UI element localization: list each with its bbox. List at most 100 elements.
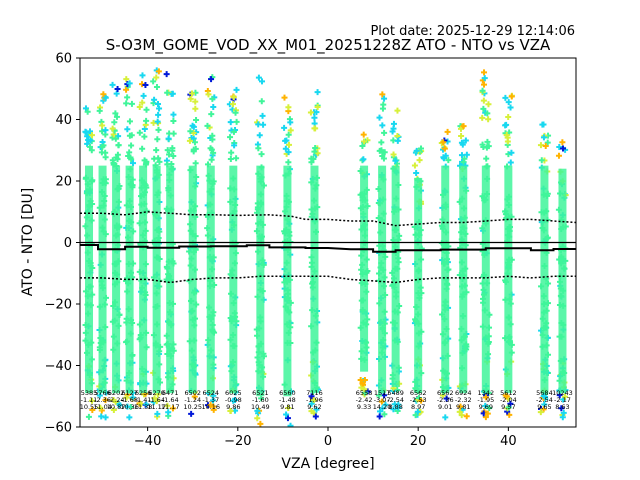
data-point <box>128 100 135 107</box>
dense-core <box>98 165 107 394</box>
axes: −40 −20 0 20 40 −60 −40 −20 0 20 40 60 <box>45 52 517 450</box>
data-point <box>287 119 294 126</box>
data-point <box>170 130 177 137</box>
data-point <box>258 151 265 158</box>
bin-annotation: 10.87 <box>107 403 126 411</box>
bin-annotation: 6127 <box>121 389 138 397</box>
data-point <box>153 84 160 91</box>
dense-core <box>481 165 490 394</box>
bin-annotation: 9.33 <box>357 403 371 411</box>
data-point <box>143 117 150 124</box>
x-tick-label: −40 <box>134 434 161 449</box>
data-point <box>361 377 368 384</box>
dense-core <box>229 165 238 394</box>
bin-annotation: 1517 <box>374 389 391 397</box>
data-point <box>232 396 239 403</box>
data-point <box>165 409 172 416</box>
data-point <box>480 105 487 112</box>
data-point <box>379 122 386 129</box>
dense-core <box>360 165 369 372</box>
data-point <box>503 393 510 400</box>
data-point <box>96 107 103 114</box>
data-point <box>129 394 136 401</box>
data-point <box>110 406 117 413</box>
data-point <box>379 405 386 412</box>
y-tick-label: −60 <box>45 421 72 436</box>
data-point <box>285 141 292 148</box>
bin-annotation: -1.95 <box>477 396 494 404</box>
data-point <box>311 114 318 121</box>
y-tick-label: 60 <box>55 52 72 67</box>
dense-core <box>391 165 400 388</box>
data-point <box>359 380 366 387</box>
data-point <box>190 146 197 153</box>
data-point <box>156 105 163 112</box>
data-point <box>440 139 447 146</box>
dense-core <box>504 165 513 394</box>
data-point <box>85 413 92 420</box>
bin-annotation: 6270 <box>148 389 165 397</box>
data-point <box>210 406 217 413</box>
data-point <box>109 125 116 132</box>
bin-annotation: 10.16 <box>201 403 220 411</box>
bin-annotation: 14.20 <box>373 403 392 411</box>
data-point <box>210 392 217 399</box>
data-point <box>142 81 149 88</box>
data-point <box>505 151 512 158</box>
data-point <box>416 157 423 164</box>
scatter-column <box>253 74 267 427</box>
data-point <box>99 143 106 150</box>
dense-core <box>283 165 292 397</box>
bin-annotation: -2.36 <box>94 396 111 404</box>
data-point <box>444 128 451 135</box>
data-point <box>209 136 216 143</box>
data-point <box>411 162 418 169</box>
data-point <box>285 104 292 111</box>
data-point <box>154 118 161 125</box>
data-point <box>187 95 194 102</box>
data-point <box>123 100 130 107</box>
data-point <box>102 127 109 134</box>
x-tick-label: −20 <box>224 434 251 449</box>
data-point <box>381 392 388 399</box>
data-point <box>381 411 388 418</box>
bin-annotation: -1.68 <box>121 396 138 404</box>
data-point <box>540 393 547 400</box>
data-point <box>123 86 130 93</box>
data-point <box>208 111 215 118</box>
data-point <box>136 129 143 136</box>
data-point <box>538 157 545 164</box>
data-point <box>537 409 544 416</box>
data-point <box>506 411 513 418</box>
bin-annotation: -1.60 <box>252 396 269 404</box>
data-point <box>390 406 397 413</box>
bin-annotation: -1.41 <box>135 396 152 404</box>
bin-annotation: -2.32 <box>455 396 472 404</box>
data-point <box>143 401 150 408</box>
scatter-column <box>502 92 515 418</box>
data-point <box>154 136 161 143</box>
data-point <box>193 117 200 124</box>
data-point <box>102 414 109 421</box>
x-tick-label: 0 <box>324 434 332 449</box>
scatter-column <box>82 105 96 420</box>
bin-annotation: 6471 <box>162 389 179 397</box>
data-point <box>559 139 566 146</box>
data-point <box>360 156 367 163</box>
data-point <box>540 134 547 141</box>
bin-annotation: 6562 <box>437 389 454 397</box>
data-point <box>187 128 194 135</box>
data-point <box>190 123 197 130</box>
dense-core <box>459 165 468 394</box>
data-point <box>484 110 491 117</box>
scatter-column <box>357 131 371 398</box>
data-point <box>192 105 199 112</box>
bin-annotation: 9.69 <box>479 403 493 411</box>
data-point <box>414 408 421 415</box>
data-point <box>259 112 266 119</box>
data-point <box>191 393 198 400</box>
data-point <box>256 132 263 139</box>
bin-annotation: -1.48 <box>279 396 296 404</box>
y-tick-label: 40 <box>55 113 72 128</box>
bin-annotation: -2.42 <box>356 396 373 404</box>
